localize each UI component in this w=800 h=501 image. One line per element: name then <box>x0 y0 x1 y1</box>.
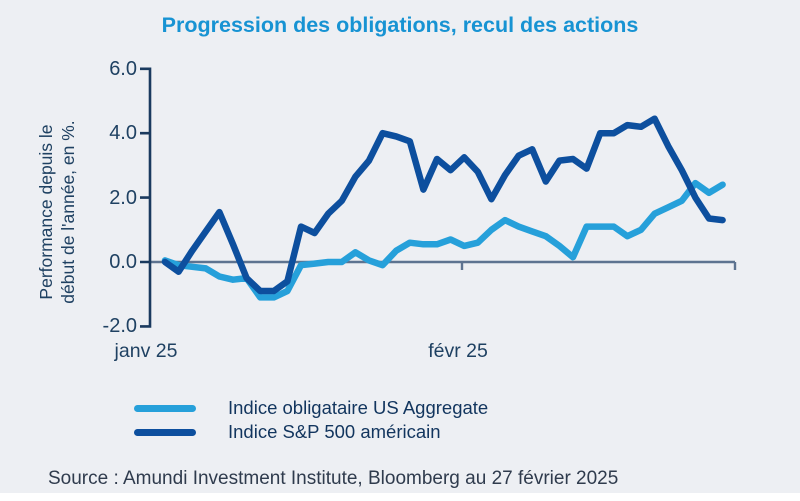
zero-line <box>150 260 737 270</box>
line-us-aggregate <box>161 179 726 301</box>
y-axis-label: Performance depuis le début de l'année, … <box>35 87 79 337</box>
line-sp500 <box>161 115 726 295</box>
chart-title: Progression des obligations, recul des a… <box>161 13 639 37</box>
legend-label-us-aggregate: Indice obligataire US Aggregate <box>228 397 489 418</box>
legend: Indice obligataire US Aggregate Indice S… <box>134 396 488 444</box>
y-axis-label-line2: début de l'année, en %. <box>58 120 78 304</box>
y-tick-label: 2.0 <box>109 186 137 209</box>
legend-row-sp500: Indice S&P 500 américain <box>134 420 488 444</box>
legend-swatch-sp500 <box>134 428 196 436</box>
y-axis-label-line1: Performance depuis le <box>36 124 56 300</box>
bottom-strip <box>0 493 800 501</box>
legend-row-us-aggregate: Indice obligataire US Aggregate <box>134 396 488 420</box>
source-note: Source : Amundi Investment Institute, Bl… <box>48 468 619 489</box>
legend-label-sp500: Indice S&P 500 américain <box>228 421 441 442</box>
legend-swatch-us-aggregate <box>134 404 196 412</box>
y-axis <box>140 67 152 328</box>
y-tick-label: 6.0 <box>109 57 137 80</box>
y-tick-label: 0.0 <box>109 251 137 273</box>
y-tick-label: -2.0 <box>102 315 137 338</box>
y-tick-label: 4.0 <box>109 122 137 145</box>
x-tick-label-janv: janv 25 <box>114 340 178 362</box>
x-tick-label-fevr: févr 25 <box>428 340 488 362</box>
